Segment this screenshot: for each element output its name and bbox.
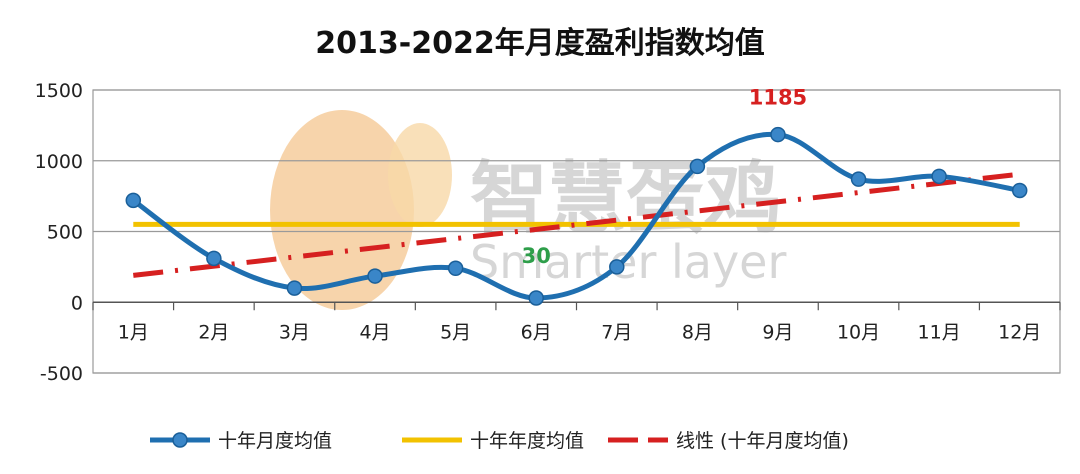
x-tick-label: 3月 [279,321,310,343]
series-monthly-average-point [367,268,383,284]
series-monthly-average-point [931,168,947,185]
series-monthly-average-point [1011,182,1028,199]
watermark-egg-shape [270,110,414,310]
series-monthly-average-point [206,250,222,267]
series-monthly-average-point [528,290,544,306]
x-tick-label: 2月 [198,321,229,343]
x-tick-label: 10月 [837,321,880,343]
series-monthly-average-point [125,192,142,209]
chart-title: 2013-2022年月度盈利指数均值 [315,26,765,61]
x-tick-label: 12月 [998,321,1041,343]
x-tick-label: 5月 [440,321,471,343]
y-tick-label: 1000 [35,151,83,173]
x-tick-label: 4月 [359,321,390,343]
series-monthly-average-point [609,259,625,275]
legend-swatch-marker [172,432,188,448]
watermark: 智慧蛋鸡 Smarter layer [270,110,786,310]
series-monthly-average-point [850,171,867,187]
series-monthly-average-point [286,280,303,296]
x-tick-label: 8月 [682,321,713,343]
y-tick-label: 1500 [35,80,83,102]
x-tick-label: 1月 [118,321,149,343]
legend-label: 十年月度均值 [218,430,332,452]
watermark-en-text: Smarter layer [470,235,786,289]
x-tick-label: 6月 [521,321,552,343]
x-tick-label: 7月 [601,321,632,343]
data-label: 30 [522,244,551,268]
y-tick-label: -500 [40,363,83,385]
legend-label: 线性 (十年月度均值) [676,430,849,452]
series-monthly-average-point [447,260,464,277]
data-label: 1185 [749,86,807,110]
y-tick-label: 0 [71,292,83,314]
series-monthly-average-point [689,158,706,175]
x-tick-label: 11月 [918,321,961,343]
x-tick-label: 9月 [762,321,793,343]
legend-label: 十年年度均值 [470,430,584,452]
watermark-chicken-shape [388,123,452,227]
y-tick-label: 500 [47,222,83,244]
watermark-cn-text: 智慧蛋鸡 [470,154,782,244]
series-monthly-average-point [770,126,786,143]
series-linear-trend-line [133,171,1020,278]
